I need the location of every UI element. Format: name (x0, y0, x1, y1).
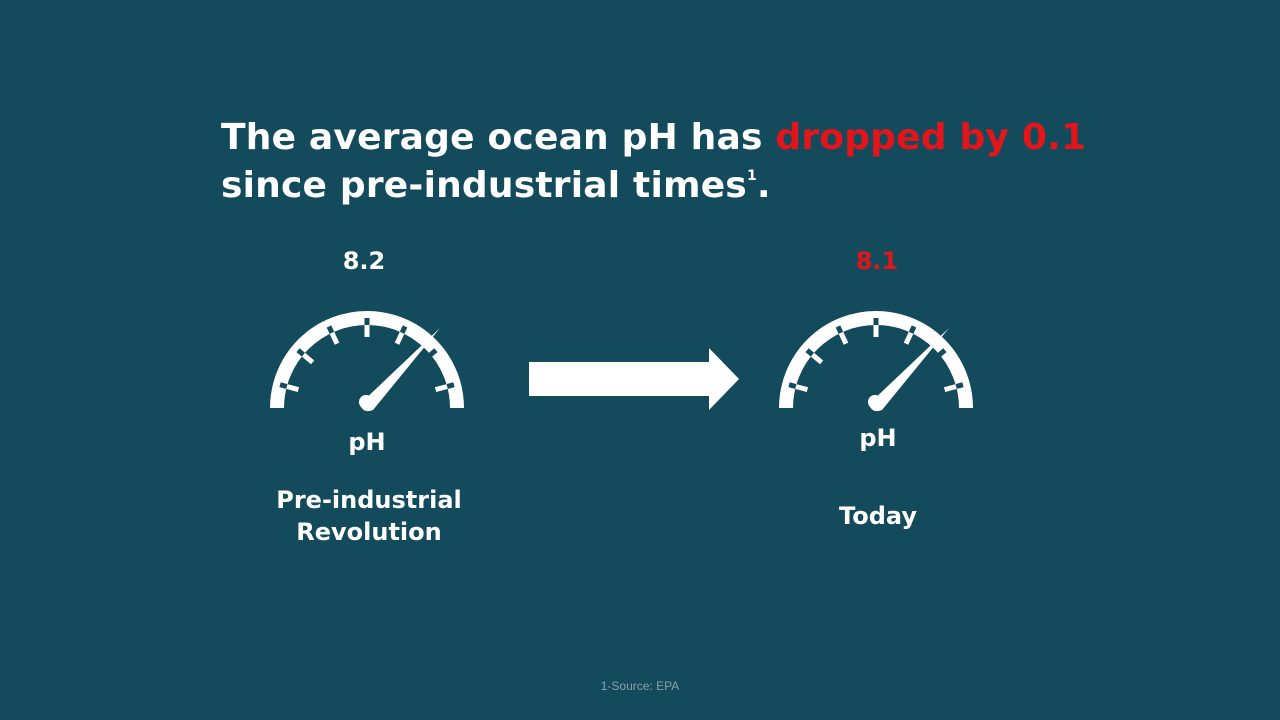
headline-period: . (756, 165, 771, 206)
speedometer-icon (779, 311, 973, 412)
headline-highlight: dropped by 0.1 (775, 117, 1087, 158)
right-arrow-icon (529, 348, 739, 410)
today-ph-unit: pH (859, 424, 897, 452)
headline: The average ocean pH has dropped by 0.1 … (221, 114, 1121, 210)
today-caption: Today (839, 502, 917, 530)
headline-text-end: since pre-industrial times (221, 165, 747, 206)
speedometer-icon (270, 311, 464, 412)
footnote-marker: 1 (746, 168, 757, 184)
pre-industrial-ph-unit: pH (348, 428, 386, 456)
pre-industrial-caption: Pre-industrial Revolution (249, 484, 489, 548)
caption-line: Revolution (296, 518, 442, 546)
today-ph-value: 8.1 (855, 247, 899, 275)
source-footnote: 1-Source: EPA (600, 679, 680, 693)
caption-line: Pre-industrial (276, 486, 462, 514)
pre-industrial-ph-value: 8.2 (342, 247, 386, 275)
headline-text: The average ocean pH has (221, 117, 776, 158)
